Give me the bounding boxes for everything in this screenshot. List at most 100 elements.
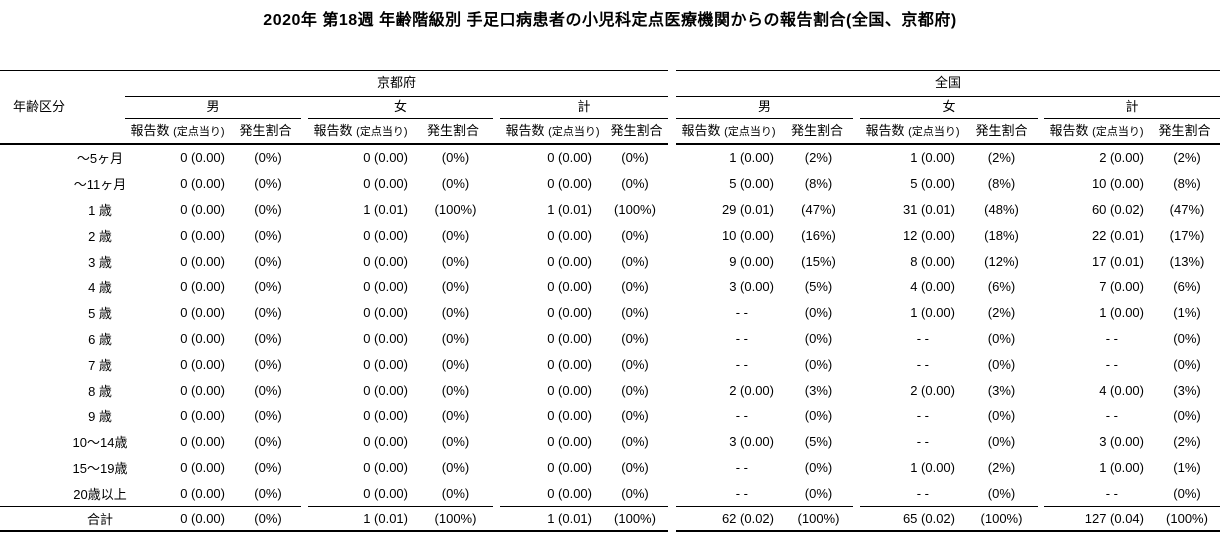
national-female-header: 女 — [860, 96, 1038, 119]
rate-cell: (0%) — [441, 382, 470, 398]
rate-cell: (0%) — [621, 176, 649, 192]
count-subheader-note: (定点当り) — [173, 126, 225, 138]
rate-cell: (0%) — [441, 150, 470, 166]
count-subheader: 報告数 (定点当り) — [676, 118, 781, 145]
rate-cell: (0%) — [254, 279, 282, 295]
rule-bottom-right — [676, 530, 1220, 532]
count-cell: 0 (0.00) — [180, 176, 225, 192]
table-row: 15～19歳 0 (0.00) (0%) 0 (0.00) (0%) 0 (0.00) (0… — [0, 455, 1220, 481]
count-cell: 3 (0.00) — [729, 279, 774, 295]
total-row: 合計 0 (0.00) (0%) 1 (0.01) (100%) 1 (0.01) (100… — [0, 507, 1220, 530]
count-cell: 0 (0.00) — [547, 176, 592, 192]
rate-cell: (2%) — [987, 305, 1016, 321]
count-cell: - - — [916, 434, 929, 450]
count-cell: 2 (0.00) — [1099, 150, 1144, 166]
rate-cell: (0%) — [254, 382, 282, 398]
count-cell: - - — [735, 305, 748, 321]
rate-cell: (0%) — [621, 408, 649, 424]
count-cell: 65 (0.02) — [902, 511, 955, 526]
count-subheader-label: 報告数 — [505, 123, 545, 138]
count-cell: 0 (0.00) — [547, 485, 592, 501]
rate-cell: (0%) — [254, 459, 282, 475]
age-label: 6 歳 — [88, 331, 112, 347]
count-cell: 62 (0.02) — [721, 511, 774, 526]
rule-total-seg4 — [676, 506, 853, 507]
region-header-row: 京都府 全国 — [0, 70, 1220, 97]
count-cell: 0 (0.00) — [180, 253, 225, 269]
age-label: 9 歳 — [88, 409, 112, 425]
count-cell: 17 (0.01) — [1091, 253, 1144, 269]
count-cell: - - — [735, 485, 748, 501]
rate-cell: (0%) — [621, 150, 649, 166]
count-subheader-label: 報告数 — [865, 123, 905, 138]
count-cell: 0 (0.00) — [547, 150, 592, 166]
count-cell: 0 (0.00) — [363, 485, 408, 501]
rate-cell: (8%) — [987, 176, 1016, 192]
count-cell: 1 (0.01) — [363, 201, 408, 217]
rate-cell: (100%) — [614, 511, 656, 526]
table-row: 6 歳 0 (0.00) (0%) 0 (0.00) (0%) 0 (0.00) (0%) -… — [0, 326, 1220, 352]
count-cell: 0 (0.00) — [363, 176, 408, 192]
count-cell: 0 (0.00) — [180, 356, 225, 372]
count-cell: 0 (0.00) — [363, 434, 408, 450]
rate-cell: (2%) — [804, 150, 833, 166]
count-cell: 1 (0.00) — [910, 150, 955, 166]
rate-cell: (0%) — [1173, 330, 1201, 346]
count-cell: 4 (0.00) — [1099, 382, 1144, 398]
rate-cell: (2%) — [1173, 434, 1201, 450]
count-subheader-label: 報告数 — [681, 123, 721, 138]
table-row: 3 歳 0 (0.00) (0%) 0 (0.00) (0%) 0 (0.00) (0%) 9… — [0, 248, 1220, 274]
subheader-group: 報告数 (定点当り) 発生割合 — [676, 118, 853, 145]
rate-cell: (100%) — [980, 511, 1023, 526]
age-column-header: 年齢区分 — [13, 99, 66, 114]
count-cell: 0 (0.00) — [363, 408, 408, 424]
spacer — [301, 96, 308, 119]
spacer — [853, 118, 860, 145]
rate-cell: (0%) — [254, 150, 282, 166]
count-subheader-note: (定点当り) — [724, 126, 776, 138]
subheader-group: 報告数 (定点当り) 発生割合 — [500, 118, 668, 145]
count-cell: 0 (0.00) — [180, 201, 225, 217]
count-cell: 1 (0.00) — [910, 305, 955, 321]
rate-cell: (0%) — [254, 434, 282, 450]
rate-cell: (0%) — [621, 279, 649, 295]
rate-cell: (0%) — [621, 356, 649, 372]
rate-cell: (0%) — [804, 459, 833, 475]
count-cell: - - — [916, 408, 929, 424]
count-cell: - - — [735, 459, 748, 475]
count-cell: 0 (0.00) — [547, 408, 592, 424]
count-cell: 2 (0.00) — [910, 382, 955, 398]
rule-total-seg6 — [1044, 506, 1220, 507]
rate-cell: (0%) — [441, 227, 470, 243]
count-subheader: 報告数 (定点当り) — [125, 118, 230, 145]
count-cell: 0 (0.00) — [547, 382, 592, 398]
kyoto-total-header: 計 — [500, 96, 668, 119]
rate-cell: (0%) — [254, 201, 282, 217]
rate-cell: (0%) — [254, 253, 282, 269]
age-label: 合計 — [86, 512, 113, 527]
rate-cell: (0%) — [254, 408, 282, 424]
count-cell: 2 (0.00) — [729, 382, 774, 398]
count-cell: 0 (0.00) — [363, 253, 408, 269]
rate-cell: (6%) — [987, 279, 1016, 295]
age-label: 1 歳 — [88, 202, 112, 218]
count-cell: 0 (0.00) — [180, 227, 225, 243]
count-cell: 0 (0.00) — [547, 253, 592, 269]
kyoto-female-header: 女 — [308, 96, 493, 119]
rate-cell: (100%) — [614, 201, 656, 217]
count-cell: 0 (0.00) — [547, 305, 592, 321]
rate-cell: (0%) — [441, 253, 470, 269]
count-cell: - - — [735, 330, 748, 346]
rate-cell: (0%) — [621, 330, 649, 346]
spacer — [668, 118, 676, 145]
rate-cell: (0%) — [1173, 356, 1201, 372]
count-cell: - - — [1105, 485, 1118, 501]
spacer — [668, 70, 676, 97]
count-cell: 0 (0.00) — [547, 459, 592, 475]
count-cell: 29 (0.01) — [721, 201, 774, 217]
rule-header-left — [0, 143, 668, 145]
count-cell: - - — [1105, 408, 1118, 424]
spacer — [493, 96, 500, 119]
subheader-row: 報告数 (定点当り) 発生割合 報告数 (定点当り) 発生割合 報告数 (定点当り) 発生… — [0, 118, 1220, 143]
rate-cell: (0%) — [254, 176, 282, 192]
